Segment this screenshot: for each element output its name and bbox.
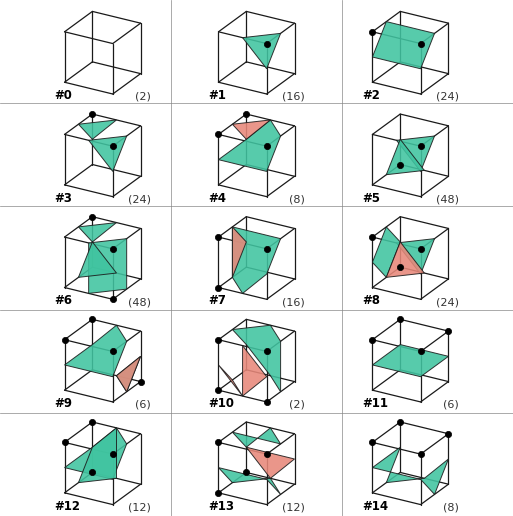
Text: #10: #10 [208,397,234,410]
Polygon shape [372,345,448,377]
Polygon shape [219,365,243,396]
Polygon shape [243,34,281,69]
Polygon shape [386,139,424,175]
Text: (24): (24) [436,297,459,307]
Polygon shape [89,136,127,171]
Polygon shape [116,357,141,392]
Polygon shape [78,120,116,139]
Text: #0: #0 [54,89,72,102]
Text: (6): (6) [135,400,151,410]
Polygon shape [89,239,127,294]
Text: (48): (48) [128,297,151,307]
Text: (8): (8) [443,503,459,512]
Text: (8): (8) [289,195,305,205]
Text: (16): (16) [282,297,305,307]
Text: #6: #6 [54,294,72,307]
Text: (24): (24) [128,195,151,205]
Polygon shape [219,120,281,171]
Text: (24): (24) [436,92,459,102]
Polygon shape [232,120,270,139]
Text: #14: #14 [362,499,388,512]
Text: #1: #1 [208,89,226,102]
Polygon shape [397,136,435,171]
Polygon shape [232,428,281,447]
Text: #7: #7 [208,294,226,307]
Polygon shape [243,346,267,396]
Polygon shape [232,227,246,277]
Polygon shape [78,428,116,482]
Text: (2): (2) [135,92,151,102]
Text: (2): (2) [289,400,305,410]
Polygon shape [386,242,424,277]
Polygon shape [219,467,281,494]
Polygon shape [78,242,116,277]
Text: (12): (12) [128,503,151,512]
Polygon shape [372,22,435,69]
Polygon shape [372,227,400,277]
Text: (6): (6) [443,400,459,410]
Text: #11: #11 [362,397,388,410]
Polygon shape [246,447,294,478]
Polygon shape [232,325,281,392]
Text: (48): (48) [436,195,459,205]
Text: (16): (16) [282,92,305,102]
Text: #13: #13 [208,499,234,512]
Polygon shape [65,428,127,479]
Polygon shape [232,227,281,294]
Text: #9: #9 [54,397,72,410]
Text: #12: #12 [54,499,81,512]
Polygon shape [65,325,127,377]
Text: (12): (12) [282,503,305,512]
Text: #8: #8 [362,294,380,307]
Polygon shape [78,222,116,242]
Text: #5: #5 [362,191,380,205]
Text: #3: #3 [54,191,72,205]
Polygon shape [372,447,448,494]
Text: #2: #2 [362,89,380,102]
Polygon shape [397,239,435,274]
Polygon shape [116,357,141,392]
Text: #4: #4 [208,191,226,205]
